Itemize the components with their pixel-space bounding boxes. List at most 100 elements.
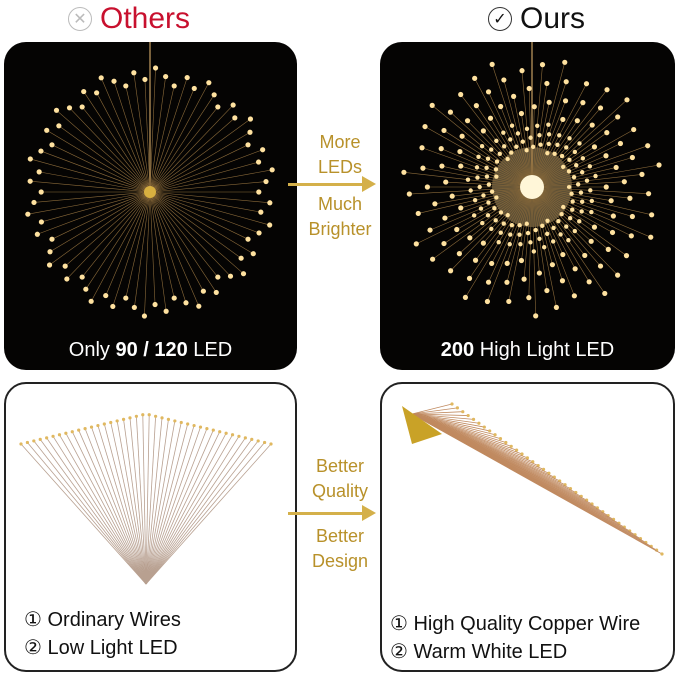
led	[487, 115, 494, 121]
led	[237, 434, 241, 438]
led	[141, 313, 148, 319]
led	[64, 431, 68, 435]
led	[536, 463, 540, 468]
wire	[33, 440, 147, 585]
led	[520, 139, 526, 144]
led	[240, 271, 247, 277]
others-firework-image: Only 90 / 120 LED	[4, 42, 297, 370]
led	[475, 175, 480, 180]
led	[546, 141, 551, 147]
led	[57, 433, 62, 437]
wire	[134, 191, 151, 308]
wire	[46, 437, 147, 585]
wire	[145, 417, 163, 585]
wire	[149, 191, 254, 254]
led	[589, 198, 595, 204]
led	[27, 178, 33, 184]
wire	[149, 144, 249, 193]
led	[109, 420, 113, 425]
better-design-text: Better Design	[311, 526, 369, 571]
led	[79, 274, 85, 280]
wire	[149, 191, 270, 204]
led	[455, 406, 459, 410]
led	[505, 156, 510, 162]
wire	[411, 413, 490, 432]
wire	[37, 191, 151, 235]
led	[484, 298, 491, 305]
wire	[125, 191, 151, 299]
led	[131, 70, 137, 76]
led	[572, 266, 578, 272]
led	[94, 90, 100, 96]
wire	[81, 106, 151, 193]
led	[46, 262, 53, 268]
led	[441, 240, 447, 247]
led	[480, 128, 486, 134]
led	[536, 270, 542, 276]
led	[559, 278, 566, 284]
led	[439, 163, 445, 169]
led	[498, 210, 504, 215]
led	[450, 402, 454, 406]
led	[255, 159, 262, 165]
led	[550, 239, 556, 244]
led	[473, 103, 479, 109]
led	[489, 61, 495, 67]
ours-wire-image: ① High Quality Copper Wire ② Warm White L…	[380, 382, 675, 672]
led	[230, 433, 235, 437]
led	[245, 142, 251, 148]
led	[537, 133, 542, 138]
led	[624, 97, 630, 103]
led	[609, 229, 616, 236]
led	[563, 79, 569, 85]
led	[70, 430, 74, 434]
led	[497, 151, 502, 157]
led	[555, 142, 560, 148]
led	[556, 219, 561, 224]
led	[19, 442, 23, 446]
led	[518, 257, 525, 264]
led	[458, 205, 464, 211]
led	[628, 233, 634, 239]
led	[498, 103, 504, 110]
led	[485, 279, 492, 285]
led	[472, 198, 478, 203]
led	[570, 199, 575, 204]
wire	[39, 439, 147, 585]
led	[621, 179, 627, 185]
led	[103, 292, 109, 299]
wire	[149, 191, 217, 293]
led	[494, 174, 499, 179]
led	[575, 182, 581, 187]
led	[171, 295, 177, 301]
led	[457, 148, 463, 155]
led	[521, 276, 527, 282]
led	[552, 151, 557, 157]
led	[243, 436, 247, 440]
brighter-text: Much Brighter	[308, 194, 372, 239]
led	[645, 191, 652, 197]
led	[89, 425, 94, 429]
wire	[149, 104, 234, 193]
wire	[112, 191, 151, 307]
led	[478, 206, 484, 211]
others-features: ① Ordinary Wires ② Low Light LED	[24, 609, 181, 659]
led	[602, 290, 608, 297]
led	[196, 303, 202, 309]
led	[501, 144, 507, 149]
led	[509, 223, 515, 228]
wire-drawing	[19, 413, 273, 585]
wire	[149, 191, 219, 278]
led	[263, 178, 269, 185]
led	[38, 189, 44, 195]
led	[31, 199, 37, 206]
led	[81, 88, 87, 95]
led	[25, 440, 30, 445]
led	[83, 286, 89, 292]
wire	[110, 422, 147, 585]
led	[152, 65, 159, 71]
led	[79, 104, 85, 110]
led	[524, 148, 529, 153]
led	[250, 437, 254, 441]
led	[474, 165, 480, 170]
